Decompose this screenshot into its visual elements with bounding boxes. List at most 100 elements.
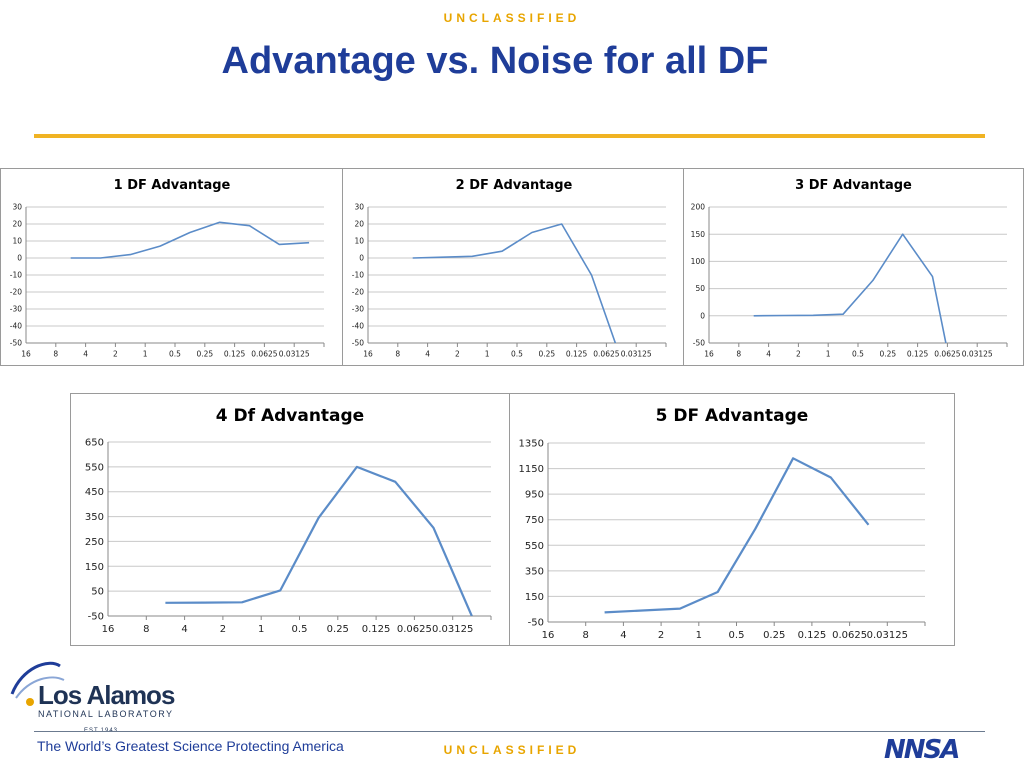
x-tick-label: 0.125 [798, 630, 827, 641]
x-tick-label: 2 [113, 350, 118, 359]
chart-title: 4 Df Advantage [215, 406, 365, 426]
x-tick-label: 4 [766, 350, 771, 359]
y-tick-label: -20 [352, 288, 364, 297]
y-tick-label: 0 [700, 311, 705, 320]
y-tick-label: 10 [354, 237, 364, 246]
y-tick-label: 350 [85, 512, 104, 523]
y-tick-label: 950 [525, 490, 544, 501]
x-tick-label: 0.0625 [251, 350, 277, 359]
chart-1df: 1 DF Advantage 30 20 10 0 -10 -20 -30 -40 -50 16 8… [0, 168, 344, 366]
y-tick-label: -30 [10, 305, 22, 314]
y-tick-label: 0 [17, 254, 22, 263]
slide-title: Advantage vs. Noise for all DF [221, 40, 769, 82]
y-tick-label: -50 [693, 339, 705, 348]
y-tick-label: 200 [691, 203, 706, 212]
x-tick-label: 0.25 [763, 630, 785, 641]
y-tick-label: -50 [10, 339, 22, 348]
y-tick-label: -10 [352, 271, 364, 280]
chart-svg: 30 20 10 0 -10 -20 -30 -40 -50 16 8 4 2 1 0.5 0.25 0.125… [352, 203, 667, 359]
series-line [70, 221, 310, 259]
x-tick-label: 0.0625 [832, 630, 867, 641]
series-line [412, 223, 617, 343]
y-tick-label: 20 [12, 220, 22, 229]
y-tick-label: -30 [352, 305, 364, 314]
x-tick-label: 0.5 [852, 350, 864, 359]
chart-title: 2 DF Advantage [455, 178, 573, 193]
y-tick-label: 50 [695, 284, 705, 293]
logo-subtitle: NATIONAL LABORATORY [38, 709, 174, 719]
x-tick-label: 16 [102, 624, 115, 635]
x-tick-label: 0.03125 [432, 624, 473, 635]
logo-name: Los Alamos [38, 680, 175, 710]
nnsa-logo: NNSA [884, 735, 960, 765]
y-tick-label: 1350 [519, 439, 544, 450]
chart-title: 3 DF Advantage [795, 178, 912, 193]
y-tick-label: 750 [525, 515, 544, 526]
x-tick-label: 0.125 [224, 350, 246, 359]
x-tick-label: 8 [583, 630, 589, 641]
x-tick-label: 0.125 [907, 350, 929, 359]
y-tick-label: 100 [691, 257, 706, 266]
y-tick-label: 30 [12, 203, 22, 212]
x-tick-label: 4 [425, 350, 430, 359]
x-tick-label: 4 [83, 350, 88, 359]
y-tick-label: -40 [352, 322, 364, 331]
chart-5df: 5 DF Advantage 1350 1150 950 750 550 350 150 -5… [509, 393, 955, 646]
x-tick-label: 8 [736, 350, 741, 359]
classification-banner-top: UNCLASSIFIED [443, 11, 581, 25]
atom-swoosh-icon [10, 661, 65, 706]
x-tick-label: 2 [455, 350, 460, 359]
y-tick-label: 50 [91, 587, 104, 598]
x-tick-label: 4 [620, 630, 626, 641]
series-line [604, 457, 870, 614]
y-tick-label: -50 [352, 339, 364, 348]
y-tick-label: -40 [10, 322, 22, 331]
y-tick-label: 150 [691, 230, 706, 239]
x-tick-label: 1 [826, 350, 831, 359]
chart-2df: 2 DF Advantage 30 20 10 0 -10 -20 -30 -40 -50 16 8… [342, 168, 686, 366]
y-tick-label: 350 [525, 566, 544, 577]
chart-4df: 4 Df Advantage 650 550 450 350 250 150 50 -50 16… [70, 393, 510, 646]
x-tick-label: 0.125 [566, 350, 588, 359]
x-tick-label: 1 [143, 350, 148, 359]
x-tick-label: 8 [143, 624, 149, 635]
x-tick-label: 16 [542, 630, 555, 641]
x-tick-label: 2 [796, 350, 801, 359]
y-tick-label: 550 [85, 462, 104, 473]
x-tick-label: 1 [696, 630, 702, 641]
x-tick-label: 8 [395, 350, 400, 359]
x-tick-label: 0.25 [538, 350, 555, 359]
y-tick-label: 550 [525, 541, 544, 552]
y-tick-label: -50 [88, 612, 104, 623]
y-tick-label: 0 [359, 254, 364, 263]
y-tick-label: 150 [85, 562, 104, 573]
x-tick-label: 0.25 [879, 350, 896, 359]
x-tick-label: 0.25 [196, 350, 213, 359]
chart-svg: 200 150 100 50 0 -50 16 8 4 2 1 0.5 0.25 0.125 0.0625 0… [691, 203, 1008, 359]
x-tick-label: 0.5 [169, 350, 181, 359]
x-tick-label: 0.5 [511, 350, 523, 359]
y-tick-label: -10 [10, 271, 22, 280]
series-line [165, 465, 473, 616]
y-tick-label: 150 [525, 592, 544, 603]
classification-banner-bottom: UNCLASSIFIED [443, 743, 581, 757]
x-tick-label: 0.0625 [593, 350, 619, 359]
y-tick-label: -20 [10, 288, 22, 297]
chart-title: 1 DF Advantage [113, 178, 231, 193]
y-tick-label: 450 [85, 487, 104, 498]
x-tick-label: 16 [21, 350, 31, 359]
x-tick-label: 1 [485, 350, 490, 359]
x-tick-label: 0.25 [327, 624, 349, 635]
x-tick-label: 0.125 [362, 624, 391, 635]
x-tick-label: 16 [704, 350, 714, 359]
chart-3df: 3 DF Advantage 200 150 100 50 0 -50 16 8 4 2 1 0.5 0… [683, 168, 1024, 366]
x-tick-label: 0.03125 [962, 350, 993, 359]
y-tick-label: 650 [85, 438, 104, 449]
y-tick-label: -50 [528, 618, 544, 629]
x-tick-label: 0.5 [729, 630, 745, 641]
x-tick-label: 0.03125 [867, 630, 908, 641]
y-tick-label: 250 [85, 537, 104, 548]
x-tick-label: 0.0625 [934, 350, 960, 359]
x-tick-label: 0.03125 [279, 350, 310, 359]
